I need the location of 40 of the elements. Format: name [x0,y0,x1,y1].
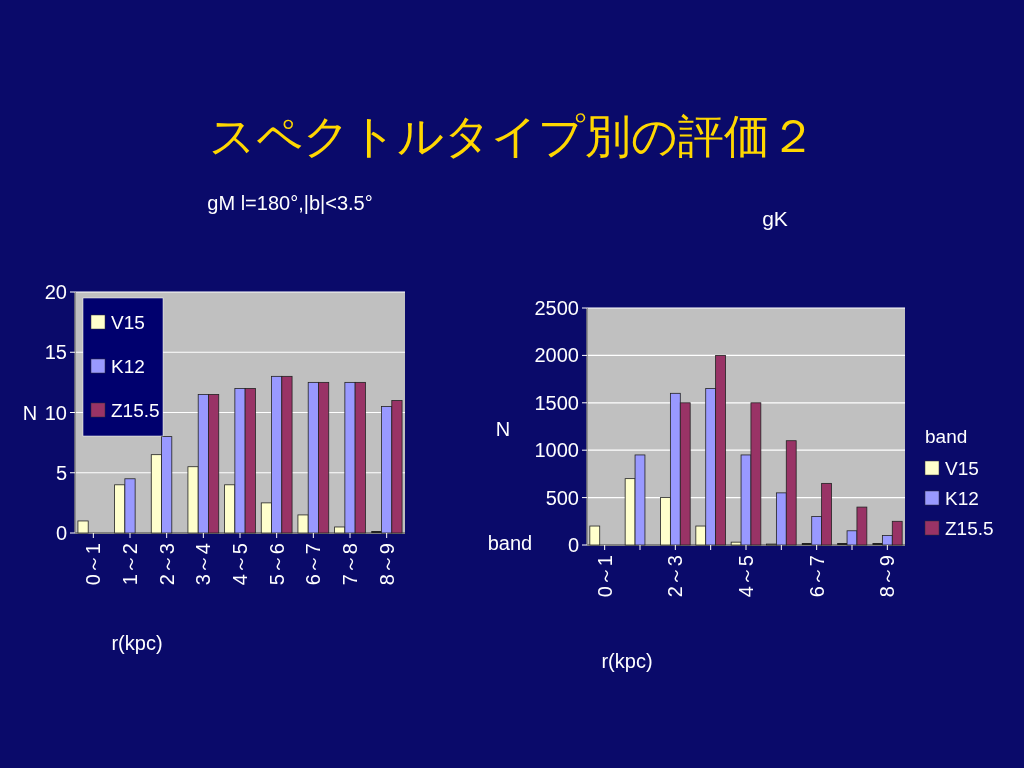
ytick: 2000 [534,344,579,367]
ytick: 5 [55,461,67,484]
xtick: 6～7 [805,555,828,598]
xtick: 0～1 [593,555,616,598]
xtick: 1～2 [119,543,141,586]
legend-title: band [925,426,968,447]
xtick: 2～3 [155,543,178,586]
legend-label: Z15.5 [945,518,994,539]
subtitle: gM l=180°,|b|<3.5° [207,192,373,214]
xtick: 4～5 [229,543,251,586]
xlabel: r(kpc) [601,650,653,672]
legend-label: V15 [111,312,145,333]
ytick: 2500 [534,297,579,319]
ytick: 1500 [534,391,579,414]
ytick: 20 [44,281,67,303]
xtick: 3～4 [192,543,215,586]
ylabel: N [495,418,511,440]
ylabel: N [22,402,38,424]
ytick: 10 [44,401,67,424]
legend-label: V15 [945,458,979,479]
legend-label: K12 [945,488,979,509]
ytick: 0 [567,534,579,556]
xlabel: r(kpc) [111,632,163,654]
annotation: band [487,532,533,554]
ytick: 0 [55,522,67,544]
xtick: 8～9 [876,555,899,598]
title: スペクトルタイプ別の評価２ [208,110,816,162]
xtick: 7～8 [339,543,361,586]
xtick: 8～9 [375,543,398,586]
ytick: 500 [545,486,579,509]
xtick: 6～7 [302,543,325,586]
legend-label: Z15.5 [111,400,160,421]
xtick: 0～1 [82,543,105,586]
title: gK [762,207,788,230]
legend-label: K12 [111,356,145,377]
xtick: 4～5 [735,555,757,598]
xtick: 5～6 [265,543,288,586]
ytick: 15 [44,341,67,364]
xtick: 2～3 [664,555,687,598]
ytick: 1000 [534,439,579,462]
